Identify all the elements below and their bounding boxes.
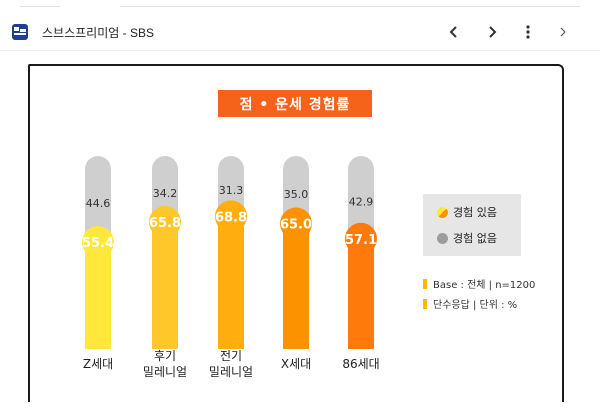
close-button[interactable] <box>556 20 570 44</box>
category-label-1: Z세대 <box>83 357 113 371</box>
value-label-yes-5: 57.1 <box>345 233 377 248</box>
chevron-left-icon <box>449 26 457 38</box>
legend-no-label: 경험 없음 <box>453 232 497 245</box>
category-label-2: 밀레니얼 <box>143 365 187 379</box>
category-label-4: X세대 <box>281 357 311 371</box>
legend-item-yes: 경험 있음 <box>437 204 497 220</box>
unit-note-text: 단수응답 | 단위 : % <box>433 300 518 311</box>
more-vertical-icon <box>526 25 530 39</box>
close-icon <box>560 27 566 37</box>
bar-yes-4 <box>283 223 309 349</box>
base-note: Base : 전체 | n=1200 <box>423 276 535 291</box>
value-circle-4 <box>280 207 312 240</box>
value-label-yes-1: 55.4 <box>82 236 114 251</box>
border-segment <box>20 6 60 7</box>
chart-legend: 경험 있음 경험 없음 <box>423 194 521 256</box>
app-logo-glyph <box>14 27 26 35</box>
value-label-yes-3: 68.8 <box>215 210 247 225</box>
chart-title: 점 • 운세 경험률 <box>218 90 372 117</box>
legend-yes-swatch <box>437 206 448 218</box>
legend-item-no: 경험 없음 <box>437 230 497 246</box>
header-divider <box>0 50 600 51</box>
unit-note: 단수응답 | 단위 : % <box>423 296 517 311</box>
category-label-2: 후기 <box>154 349 176 363</box>
bar-yes-3 <box>218 216 244 349</box>
category-label-5: 86세대 <box>342 357 379 371</box>
category-label-3: 밀레니얼 <box>209 365 253 379</box>
more-menu-button[interactable] <box>516 20 540 44</box>
border-segment <box>120 6 580 7</box>
note-marker <box>423 278 427 289</box>
sbs-premium-app-icon[interactable] <box>12 24 28 40</box>
value-circle-5 <box>345 222 377 255</box>
top-border <box>0 0 600 12</box>
back-button[interactable] <box>442 20 466 44</box>
value-label-no-5: 42.9 <box>349 195 374 208</box>
category-label-3: 전기 <box>220 349 242 363</box>
base-note-text: Base : 전체 | n=1200 <box>433 280 536 291</box>
bar-yes-1 <box>85 242 111 349</box>
value-label-yes-2: 65.8 <box>149 216 181 231</box>
value-label-no-1: 44.6 <box>86 197 111 210</box>
note-marker <box>423 298 427 309</box>
value-circle-1 <box>82 226 114 259</box>
bar-yes-2 <box>152 222 178 349</box>
forward-button[interactable] <box>480 20 504 44</box>
value-label-no-4: 35.0 <box>284 188 309 201</box>
chevron-right-icon <box>489 26 497 38</box>
app-title: 스브스프리미엄 - SBS <box>42 26 154 40</box>
bar-yes-5 <box>348 238 374 349</box>
legend-yes-label: 경험 있음 <box>453 206 497 219</box>
app-header: 스브스프리미엄 - SBS <box>0 14 600 50</box>
value-label-no-2: 34.2 <box>153 187 178 200</box>
value-circle-3 <box>215 200 247 233</box>
value-label-no-3: 31.3 <box>219 184 244 197</box>
legend-no-swatch <box>437 232 448 244</box>
value-label-yes-4: 65.0 <box>280 218 312 233</box>
value-circle-2 <box>149 206 181 239</box>
